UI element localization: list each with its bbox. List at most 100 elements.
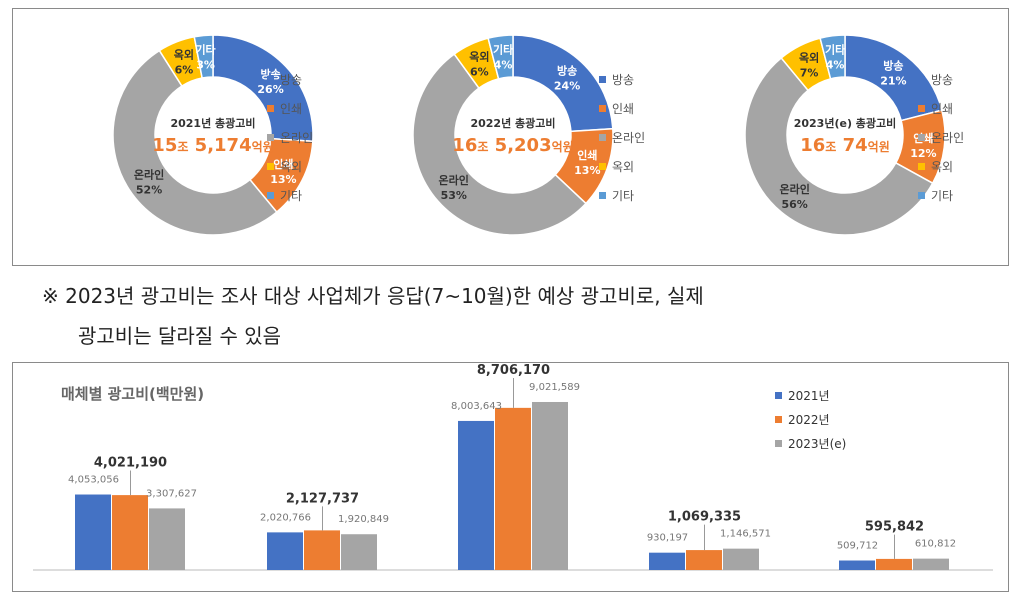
legend-swatch-print: [918, 105, 925, 112]
bar-label-2023-group-2: 1,920,849: [338, 514, 389, 525]
donut-slice-value-online: 52%: [136, 183, 162, 196]
legend-swatch-print: [599, 105, 606, 112]
legend-swatch-outdoor: [918, 163, 925, 170]
bar-legend-swatch-1: [775, 392, 782, 399]
donut-slice-other: [487, 34, 514, 80]
bar-1-group-3: [458, 420, 494, 570]
donut-slice-broadcast: [512, 34, 614, 133]
legend-label-print: 인쇄: [280, 102, 303, 116]
bar-2-group-4: [686, 550, 722, 570]
bar-label-2022-group-1: 4,021,190: [94, 456, 167, 471]
bar-3-group-3: [532, 401, 568, 570]
bar-chart-panel: 매체별 광고비(백만원) 2021년 2022년 2023년(e) 4,053,05…: [12, 362, 1009, 592]
legend-swatch-online: [267, 134, 274, 141]
bar-label-2021-group-1: 4,053,056: [68, 475, 119, 486]
legend-label-online: 온라인: [280, 131, 314, 145]
bar-3-group-4: [723, 548, 759, 570]
bar-label-2022-group-4: 1,069,335: [668, 510, 741, 525]
donut-charts-panel: 방송 26% 인쇄 13% 온라인 52% 옥외 6% 기타 3% 2021년 총광고비 15조 5,…: [12, 8, 1009, 266]
bar-legend-item-2: 2022년: [775, 411, 830, 428]
legend-label-print: 인쇄: [931, 102, 954, 116]
legend-item-outdoor: 옥외: [918, 158, 953, 175]
bar-legend-label-1: 2021년: [788, 389, 830, 403]
bar-label-2022-group-2: 2,127,737: [286, 491, 359, 506]
donut-slice-name-outdoor: 옥외: [174, 48, 194, 62]
legend-item-broadcast: 방송: [267, 71, 302, 88]
donut-slice-name-online: 온라인: [779, 182, 809, 196]
donut-slice-broadcast: [212, 34, 314, 143]
bar-legend-item-3: 2023년(e): [775, 435, 846, 452]
donut-slice-value-broadcast: 26%: [257, 83, 283, 96]
donut-slice-value-outdoor: 6%: [470, 66, 489, 79]
donut-slice-name-outdoor: 옥외: [799, 51, 819, 65]
legend-label-outdoor: 옥외: [280, 160, 303, 174]
bar-label-2021-group-2: 2,020,766: [260, 512, 311, 523]
donut-center-value: 16조 74억원: [800, 135, 890, 156]
legend-label-broadcast: 방송: [931, 73, 954, 87]
legend-swatch-broadcast: [599, 76, 606, 83]
bar-legend-label-2: 2022년: [788, 413, 830, 427]
donut-center-value: 15조 5,174억원: [152, 135, 273, 156]
legend-label-online: 온라인: [612, 131, 646, 145]
bar-legend-swatch-2: [775, 416, 782, 423]
bar-3-group-2: [341, 534, 377, 570]
donut-slice-online: [112, 49, 278, 236]
bar-label-2021-group-5: 509,712: [837, 541, 878, 552]
legend-swatch-broadcast: [267, 76, 274, 83]
bar-label-2023-group-4: 1,146,571: [720, 529, 771, 540]
legend-item-other: 기타: [599, 187, 634, 204]
legend-label-broadcast: 방송: [280, 73, 303, 87]
legend-item-print: 인쇄: [918, 100, 953, 117]
donut-slice-value-broadcast: 21%: [880, 75, 906, 88]
legend-label-outdoor: 옥외: [931, 160, 954, 174]
footnote-line-2: 광고비는 달라질 수 있음: [78, 324, 282, 348]
legend-swatch-other: [599, 192, 606, 199]
bar-2-group-2: [304, 530, 340, 570]
donut-slice-value-print: 13%: [574, 164, 600, 177]
donut-chart-2023: 방송 21% 인쇄 12% 온라인 56% 옥외 7% 기타 4% 2023년(e) 총광고비 16조…: [685, 9, 1005, 271]
legend-item-outdoor: 옥외: [599, 158, 634, 175]
donut-slice-name-outdoor: 옥외: [469, 50, 489, 64]
donut-center-value: 16조 5,203억원: [452, 135, 573, 156]
donut-slice-value-online: 53%: [441, 189, 467, 202]
bar-label-2023-group-3: 9,021,589: [529, 382, 580, 393]
bar-1-group-4: [649, 552, 685, 570]
donut-slice-value-print: 13%: [270, 173, 296, 186]
legend-item-other: 기타: [267, 187, 302, 204]
donut-slice-value-broadcast: 24%: [554, 79, 580, 92]
bar-label-2022-group-3: 8,706,170: [477, 363, 550, 378]
donut-slice-other: [193, 34, 214, 79]
donut-slice-value-other: 4%: [826, 59, 845, 72]
bar-legend-label-3: 2023년(e): [788, 437, 847, 451]
bar-label-2022-group-5: 595,842: [865, 520, 924, 535]
donut-slice-name-other: 기타: [493, 43, 514, 57]
bar-legend-item-1: 2021년: [775, 387, 830, 404]
bar-2-group-5: [876, 558, 912, 570]
legend-label-other: 기타: [280, 189, 303, 203]
legend-item-online: 온라인: [267, 129, 313, 146]
donut-center-title: 2023년(e) 총광고비: [794, 116, 897, 130]
legend-swatch-broadcast: [918, 76, 925, 83]
bar-legend-swatch-3: [775, 440, 782, 447]
donut-slice-online: [744, 56, 934, 236]
bar-label-2021-group-4: 930,197: [647, 533, 688, 544]
legend-swatch-outdoor: [267, 163, 274, 170]
donut-slice-other: [819, 34, 846, 80]
donut-slice-value-other: 3%: [196, 58, 215, 71]
legend-swatch-other: [918, 192, 925, 199]
footnote-line-1: ※ 2023년 광고비는 조사 대상 사업체가 응답(7~10월)한 예상 광고…: [42, 284, 704, 308]
bar-chart-svg: 4,053,056 4,021,190 3,307,627 2,020,766 2,12…: [33, 363, 993, 571]
bar-chart-title: 매체별 광고비(백만원): [61, 385, 205, 403]
donut-slice-name-broadcast: 방송: [260, 67, 280, 81]
legend-swatch-online: [599, 134, 606, 141]
legend-item-broadcast: 방송: [918, 71, 953, 88]
bar-2-group-3: [495, 407, 531, 570]
donut-slice-name-online: 온라인: [134, 167, 164, 181]
bar-1-group-1: [75, 494, 111, 570]
legend-item-outdoor: 옥외: [267, 158, 302, 175]
donut-slice-name-other: 기타: [195, 42, 216, 56]
legend-label-outdoor: 옥외: [612, 160, 635, 174]
legend-swatch-outdoor: [599, 163, 606, 170]
